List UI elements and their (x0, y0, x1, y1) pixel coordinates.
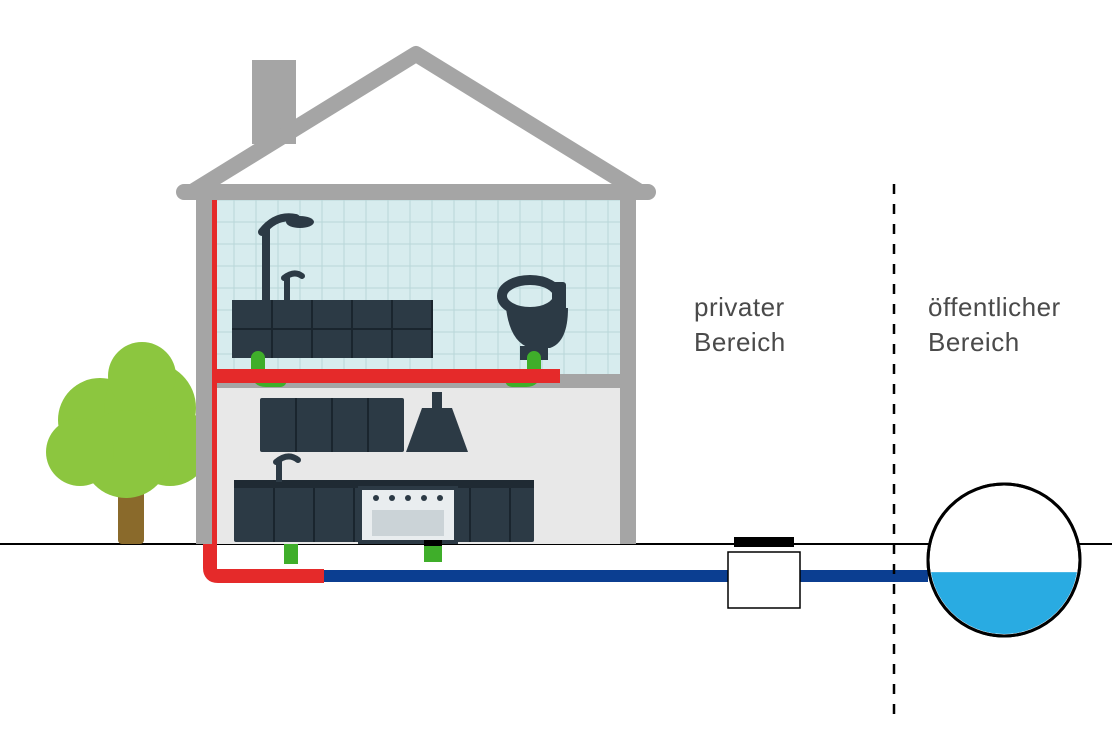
inspection-chamber (728, 552, 800, 608)
label-private-area: privater Bereich (694, 290, 786, 360)
floor-drain-cap (424, 540, 442, 546)
trap-sink (284, 544, 298, 564)
label-public-line1: öffentlicher (928, 292, 1061, 322)
sewer-main (928, 484, 1080, 724)
trap-floor (424, 544, 442, 562)
label-private-line1: privater (694, 292, 785, 322)
label-public-line2: Bereich (928, 327, 1020, 357)
label-public-area: öffentlicher Bereich (928, 290, 1061, 360)
label-private-line2: Bereich (694, 327, 786, 357)
inspection-lid (734, 537, 794, 547)
tree-foliage (46, 342, 210, 498)
